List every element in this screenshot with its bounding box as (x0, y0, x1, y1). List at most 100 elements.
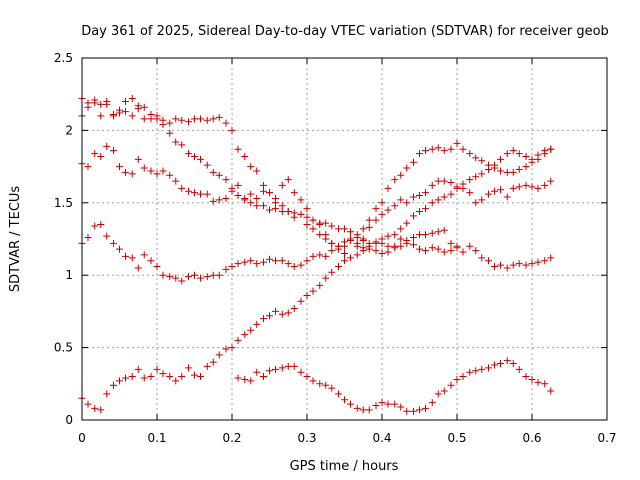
data-point-marker (241, 258, 249, 266)
data-point-marker (110, 381, 117, 389)
data-point-marker (434, 196, 442, 204)
data-point-marker (153, 365, 161, 373)
data-point-marker (459, 145, 467, 153)
data-point-marker (122, 168, 129, 176)
data-point-marker (372, 205, 380, 213)
data-point-marker (103, 97, 111, 105)
data-point-marker (234, 374, 242, 382)
data-point-marker (322, 274, 330, 282)
data-point-marker (547, 387, 555, 395)
data-point-marker (134, 365, 142, 373)
data-point-marker (410, 241, 417, 249)
data-point-marker (522, 152, 530, 160)
grid-lines (82, 58, 607, 420)
data-point-marker (497, 167, 504, 175)
data-point-marker (485, 161, 492, 169)
data-point-marker (335, 245, 342, 253)
data-point-marker (309, 225, 317, 233)
data-point-marker (203, 161, 211, 169)
data-point-marker (547, 145, 555, 153)
data-point-marker (478, 196, 486, 204)
data-point-marker (197, 373, 204, 381)
data-point-marker (140, 164, 148, 172)
data-point-marker (365, 216, 373, 224)
data-point-marker (147, 167, 155, 175)
data-point-marker (491, 187, 498, 195)
data-point-marker (422, 231, 429, 239)
data-point-marker (453, 242, 461, 250)
data-point-marker (440, 387, 448, 395)
data-point-marker (297, 210, 305, 218)
data-point-marker (422, 189, 429, 197)
data-point-marker (228, 263, 236, 271)
series-track-d (78, 177, 555, 285)
data-point-marker (534, 151, 542, 159)
data-point-marker (428, 229, 436, 237)
data-point-marker (134, 264, 142, 272)
data-point-marker (447, 190, 455, 198)
data-point-marker (178, 277, 186, 285)
data-point-marker (403, 199, 411, 207)
data-point-marker (534, 378, 542, 386)
series-track-g (234, 357, 555, 415)
data-point-marker (297, 261, 305, 269)
data-point-marker (290, 189, 298, 197)
data-point-marker (278, 181, 286, 189)
data-point-marker (347, 400, 354, 408)
data-point-marker (322, 219, 330, 227)
data-point-marker (497, 186, 504, 194)
data-point-marker (515, 365, 523, 373)
y-tick-label: 0.5 (54, 341, 73, 355)
data-point-marker (403, 407, 411, 415)
data-point-marker (453, 184, 461, 192)
data-point-marker (397, 242, 405, 250)
data-point-marker (253, 368, 261, 376)
plot-frame (81, 57, 608, 421)
data-point-marker (197, 115, 204, 123)
data-point-marker (509, 360, 517, 368)
data-point-marker (522, 373, 530, 381)
data-point-marker (322, 381, 330, 389)
data-point-marker (541, 181, 549, 189)
data-point-marker (316, 380, 324, 388)
data-point-marker (185, 118, 192, 126)
data-point-marker (434, 177, 442, 185)
data-point-marker (466, 176, 474, 184)
data-points (78, 95, 555, 415)
data-point-marker (322, 252, 330, 260)
data-point-marker (428, 145, 436, 153)
data-point-marker (228, 344, 236, 352)
data-point-marker (266, 367, 273, 375)
data-point-marker (297, 368, 305, 376)
data-point-marker (97, 100, 105, 108)
y-tick-label: 2.5 (54, 51, 73, 65)
data-point-marker (547, 254, 555, 262)
data-point-marker (178, 116, 186, 124)
data-point-marker (447, 179, 455, 187)
data-point-marker (384, 400, 392, 408)
data-point-marker (534, 258, 542, 266)
data-point-marker (215, 171, 223, 179)
data-point-marker (541, 380, 549, 388)
data-point-marker (178, 141, 186, 149)
data-point-marker (222, 345, 230, 353)
data-point-marker (372, 216, 380, 224)
data-point-marker (328, 222, 336, 230)
x-tick-label: 0.4 (372, 431, 391, 445)
data-point-marker (316, 281, 324, 289)
data-point-marker (491, 263, 498, 271)
data-point-marker (428, 399, 436, 407)
data-point-marker (397, 403, 405, 411)
data-point-marker (472, 367, 480, 375)
data-point-marker (215, 351, 223, 359)
data-point-marker (278, 257, 286, 265)
data-point-marker (422, 147, 429, 155)
data-point-marker (316, 221, 324, 229)
data-point-marker (403, 236, 411, 244)
data-point-marker (447, 247, 455, 255)
data-point-marker (197, 155, 204, 163)
data-point-marker (378, 249, 386, 257)
data-point-marker (290, 305, 298, 313)
data-point-marker (97, 112, 105, 120)
